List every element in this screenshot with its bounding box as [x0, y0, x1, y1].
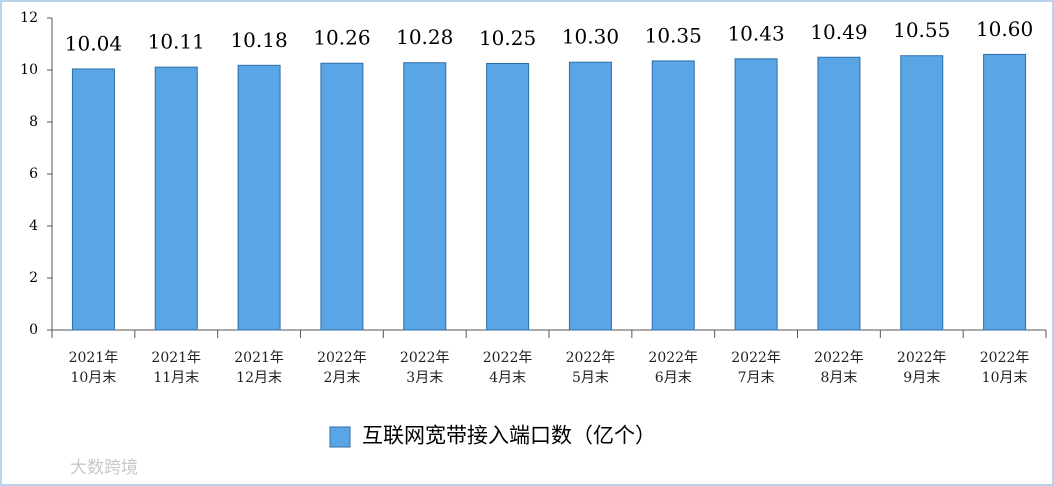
- x-tick-label: 2022年 7月末: [731, 350, 781, 386]
- y-tick-label: 2: [29, 270, 38, 286]
- bar: [568, 61, 612, 331]
- x-tick-label: 2022年 10月末: [979, 350, 1030, 386]
- y-tick-label: 10: [20, 62, 38, 78]
- data-label: 10.11: [148, 30, 205, 54]
- x-tick-label: 2021年 10月末: [68, 350, 119, 386]
- x-tick-label: 2022年 9月末: [896, 350, 947, 386]
- bar: [71, 68, 115, 331]
- y-tick-label: 8: [29, 114, 38, 130]
- data-label: 10.18: [230, 28, 287, 52]
- data-label: 10.28: [396, 25, 453, 49]
- bar: [320, 62, 364, 331]
- data-label: 10.49: [810, 20, 867, 44]
- bar: [486, 63, 530, 331]
- x-tick-label: 2022年 4月末: [482, 350, 533, 386]
- x-tick-label: 2022年 6月末: [648, 350, 699, 386]
- x-tick-label: 2022年 2月末: [317, 350, 367, 386]
- watermark: 大数跨境: [70, 458, 138, 478]
- data-label: 10.35: [645, 23, 702, 47]
- bar: [154, 66, 198, 331]
- data-label: 10.30: [562, 25, 619, 49]
- legend-swatch: [329, 426, 351, 448]
- bar: [817, 56, 861, 331]
- bar: [900, 55, 944, 331]
- x-tick-label: 2022年 3月末: [399, 350, 450, 386]
- bar: [237, 64, 281, 331]
- data-label: 10.04: [65, 31, 122, 55]
- bar: [983, 53, 1027, 331]
- x-tick-label: 2021年 11月末: [151, 350, 202, 386]
- x-tick-label: 2022年 5月末: [565, 350, 616, 386]
- y-tick-label: 4: [29, 218, 38, 234]
- bar: [734, 58, 778, 331]
- data-label: 10.60: [976, 17, 1033, 41]
- y-tick-label: 6: [29, 166, 38, 182]
- x-tick-label: 2022年 8月末: [814, 350, 864, 386]
- legend-label: 互联网宽带接入端口数（亿个）: [362, 424, 656, 448]
- data-label: 10.26: [313, 26, 370, 50]
- bar: [651, 60, 695, 331]
- x-tick-label: 2021年 12月末: [234, 350, 284, 386]
- data-label: 10.43: [727, 21, 784, 45]
- data-label: 10.25: [479, 26, 536, 50]
- y-tick-label: 0: [29, 322, 38, 338]
- bar: [403, 62, 447, 331]
- y-tick-label: 12: [20, 10, 38, 26]
- data-label: 10.55: [893, 18, 950, 42]
